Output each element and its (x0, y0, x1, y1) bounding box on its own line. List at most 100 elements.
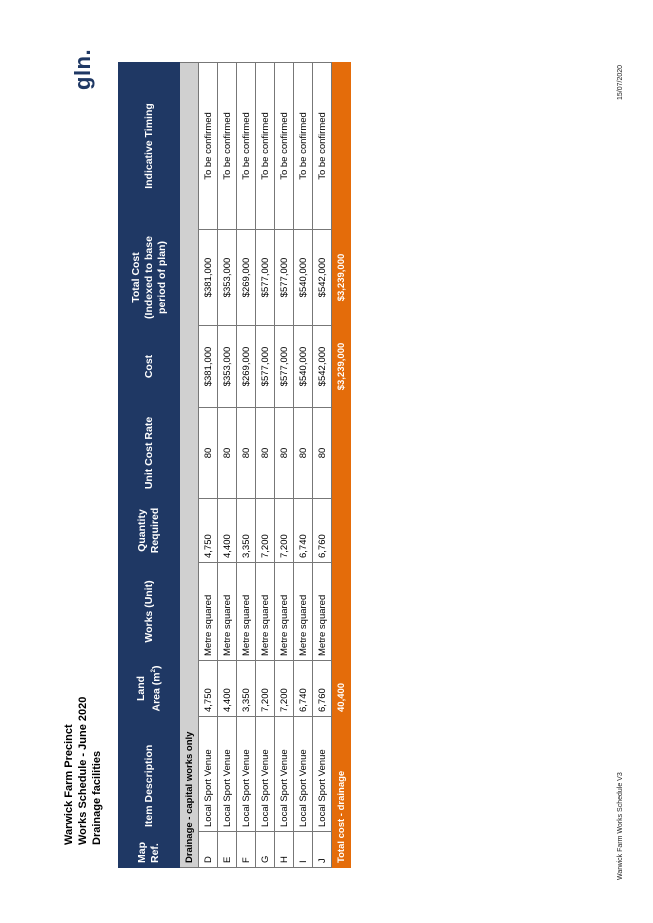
document-subtitle: Works Schedule - June 2020 (77, 696, 89, 845)
cell-cost: $269,000 (236, 325, 256, 408)
cell-ref: J (312, 831, 332, 868)
cell-land-area: 7,200 (274, 660, 294, 717)
cell-description: Local Sport Venue (293, 716, 313, 832)
cell-land-area: 7,200 (255, 660, 275, 717)
cell-total: $542,000 (312, 229, 332, 326)
total-label: Total cost - drainage (331, 716, 351, 868)
cell-ref: H (274, 831, 294, 868)
table-row: D Local Sport Venue 4,750 Metre squared … (198, 62, 218, 868)
cell-rate: 80 (198, 407, 218, 499)
cell-quantity: 3,350 (236, 498, 256, 563)
col-item-description: Item Description (118, 716, 180, 832)
cell-land-area: 6,760 (312, 660, 332, 717)
col-indicative-timing: Indicative Timing (118, 62, 180, 230)
cell-rate: 80 (293, 407, 313, 499)
cell-cost: $577,000 (255, 325, 275, 408)
table-row: F Local Sport Venue 3,350 Metre squared … (236, 62, 256, 868)
cell-cost: $540,000 (293, 325, 313, 408)
cell-quantity: 7,200 (274, 498, 294, 563)
section-label: Drainage - capital works only (179, 62, 199, 868)
cell-unit: Metre squared (236, 562, 256, 661)
works-schedule-table-wrapper: Map Ref. Item Description Land Area (m2)… (118, 62, 351, 868)
cell-unit: Metre squared (255, 562, 275, 661)
cell-timing: To be confirmed (293, 62, 313, 230)
col-quantity: Quantity Required (118, 498, 180, 563)
cell-ref: F (236, 831, 256, 868)
cell-cost: $577,000 (274, 325, 294, 408)
table-header-row: Map Ref. Item Description Land Area (m2)… (118, 62, 180, 868)
col-cost: Cost (118, 325, 180, 408)
cell-description: Local Sport Venue (255, 716, 275, 832)
cell-timing: To be confirmed (274, 62, 294, 230)
table-row: I Local Sport Venue 6,740 Metre squared … (293, 62, 313, 868)
document-title: Warwick Farm Precinct (63, 724, 75, 845)
cell-quantity: 4,750 (198, 498, 218, 563)
cell-unit: Metre squared (274, 562, 294, 661)
cell-land-area: 3,350 (236, 660, 256, 717)
section-title: Drainage facilities (91, 750, 103, 845)
cell-unit: Metre squared (312, 562, 332, 661)
total-cost: $3,239,000 (331, 325, 351, 408)
works-schedule-table: Map Ref. Item Description Land Area (m2)… (118, 62, 351, 868)
cell-description: Local Sport Venue (312, 716, 332, 832)
col-works-unit: Works (Unit) (118, 562, 180, 661)
cell-cost: $542,000 (312, 325, 332, 408)
cell-rate: 80 (312, 407, 332, 499)
footer-document-name: Warwick Farm Works Schedule V3 (617, 772, 624, 880)
cell-quantity: 7,200 (255, 498, 275, 563)
cell-total: $269,000 (236, 229, 256, 326)
cell-total: $577,000 (255, 229, 275, 326)
cell-timing: To be confirmed (198, 62, 218, 230)
col-map-ref: Map Ref. (118, 831, 180, 868)
cell-land-area: 6,740 (293, 660, 313, 717)
logo-text: gln. (70, 48, 95, 90)
table-row: J Local Sport Venue 6,760 Metre squared … (312, 62, 332, 868)
cell-rate: 80 (274, 407, 294, 499)
footer-date: 15/07/2020 (617, 64, 624, 100)
col-unit-cost-rate: Unit Cost Rate (118, 407, 180, 499)
cell-ref: E (217, 831, 237, 868)
cell-land-area: 4,750 (198, 660, 218, 717)
total-land-area: 40,400 (331, 660, 351, 717)
col-land-area: Land Area (m2) (118, 660, 180, 717)
cell-description: Local Sport Venue (236, 716, 256, 832)
total-row: Total cost - drainage 40,400 $3,239,000 … (331, 62, 351, 868)
cell-unit: Metre squared (217, 562, 237, 661)
total-indexed-cost: $3,239,000 (331, 229, 351, 326)
table-row: H Local Sport Venue 7,200 Metre squared … (274, 62, 294, 868)
total-empty-rate (331, 407, 351, 499)
gln-logo: gln. (70, 48, 96, 90)
cell-rate: 80 (255, 407, 275, 499)
total-empty-timing (331, 62, 351, 230)
cell-quantity: 6,760 (312, 498, 332, 563)
col-total-cost: Total Cost (Indexed to base period of pl… (118, 229, 180, 326)
cell-unit: Metre squared (198, 562, 218, 661)
cell-rate: 80 (236, 407, 256, 499)
table-row: E Local Sport Venue 4,400 Metre squared … (217, 62, 237, 868)
cell-description: Local Sport Venue (198, 716, 218, 832)
total-empty-quantity (331, 498, 351, 563)
cell-timing: To be confirmed (255, 62, 275, 230)
cell-rate: 80 (217, 407, 237, 499)
cell-cost: $381,000 (198, 325, 218, 408)
cell-description: Local Sport Venue (217, 716, 237, 832)
cell-total: $353,000 (217, 229, 237, 326)
cell-total: $540,000 (293, 229, 313, 326)
cell-total: $577,000 (274, 229, 294, 326)
cell-quantity: 4,400 (217, 498, 237, 563)
document-titles: Warwick Farm Precinct Works Schedule - J… (62, 545, 104, 845)
cell-timing: To be confirmed (312, 62, 332, 230)
total-empty-unit (331, 562, 351, 661)
cell-ref: D (198, 831, 218, 868)
cell-land-area: 4,400 (217, 660, 237, 717)
cell-quantity: 6,740 (293, 498, 313, 563)
cell-ref: I (293, 831, 313, 868)
cell-timing: To be confirmed (217, 62, 237, 230)
section-row: Drainage - capital works only (179, 62, 199, 868)
cell-cost: $353,000 (217, 325, 237, 408)
cell-timing: To be confirmed (236, 62, 256, 230)
cell-ref: G (255, 831, 275, 868)
cell-total: $381,000 (198, 229, 218, 326)
cell-unit: Metre squared (293, 562, 313, 661)
cell-description: Local Sport Venue (274, 716, 294, 832)
